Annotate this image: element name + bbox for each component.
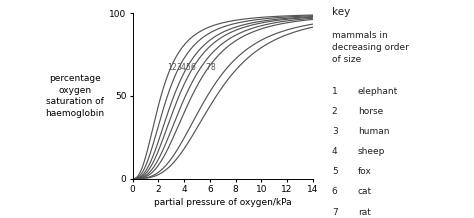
- Text: 8: 8: [211, 63, 216, 72]
- Text: horse: horse: [358, 107, 383, 116]
- Text: elephant: elephant: [358, 87, 398, 96]
- Text: cat: cat: [358, 187, 372, 196]
- Text: 3: 3: [332, 127, 337, 136]
- Text: key: key: [332, 7, 350, 17]
- Text: 4: 4: [332, 147, 337, 156]
- Text: 3: 3: [176, 63, 181, 72]
- Text: 2: 2: [332, 107, 337, 116]
- Text: 6: 6: [191, 63, 195, 72]
- Text: 7: 7: [332, 208, 337, 216]
- Y-axis label: percentage
oxygen
saturation of
haemoglobin: percentage oxygen saturation of haemoglo…: [46, 74, 105, 118]
- Text: 5: 5: [332, 167, 337, 176]
- Text: 1: 1: [167, 63, 172, 72]
- Text: fox: fox: [358, 167, 372, 176]
- Text: sheep: sheep: [358, 147, 385, 156]
- X-axis label: partial pressure of oxygen/kPa: partial pressure of oxygen/kPa: [154, 198, 292, 207]
- Text: mammals in
decreasing order
of size: mammals in decreasing order of size: [332, 31, 409, 64]
- Text: 1: 1: [332, 87, 337, 96]
- Text: 4: 4: [181, 63, 186, 72]
- Text: human: human: [358, 127, 389, 136]
- Text: 5: 5: [186, 63, 191, 72]
- Text: 6: 6: [332, 187, 337, 196]
- Text: rat: rat: [358, 208, 371, 216]
- Text: 7: 7: [205, 63, 210, 72]
- Text: 2: 2: [172, 63, 176, 72]
